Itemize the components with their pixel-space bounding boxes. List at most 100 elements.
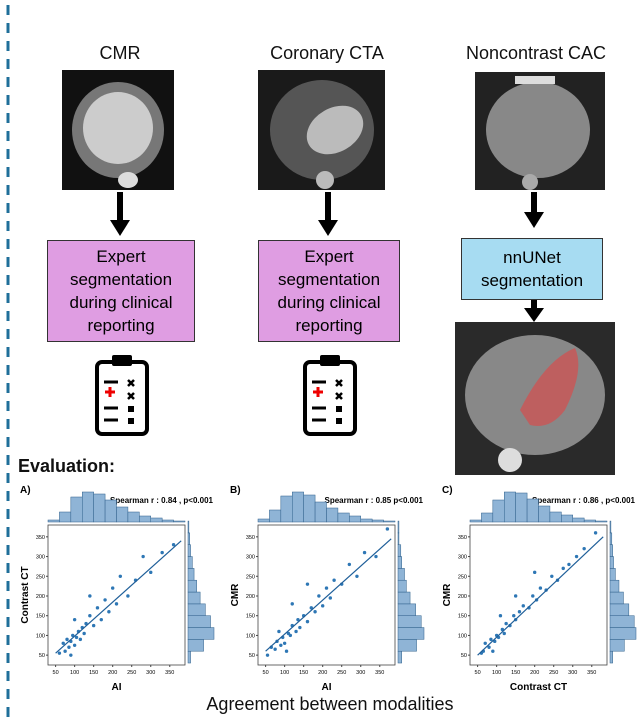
scatter-point <box>294 630 297 633</box>
x-hist-bar <box>117 507 128 522</box>
scatter-point <box>332 579 335 582</box>
y-tick-label: 350 <box>36 535 45 541</box>
x-tick-label: 300 <box>568 670 577 676</box>
x-hist-bar <box>493 500 504 522</box>
y-hist-bar <box>610 651 613 663</box>
scatter-point <box>115 602 118 605</box>
x-axis-label: AI <box>112 682 122 693</box>
scatter-point <box>279 644 282 647</box>
scatter-point <box>100 618 103 621</box>
scatter-point <box>531 594 534 597</box>
y-hist-bar <box>398 521 399 533</box>
y-hist-bar <box>398 639 417 651</box>
x-hist-bar <box>349 516 360 522</box>
scatter-point <box>582 547 585 550</box>
x-tick-label: 50 <box>475 670 481 676</box>
scatter-point <box>512 614 515 617</box>
y-hist-bar <box>188 616 211 628</box>
scatter-point <box>96 606 99 609</box>
scatter-point <box>533 571 536 574</box>
scatter-point <box>73 618 76 621</box>
y-tick-label: 300 <box>36 555 45 561</box>
y-axis-label: CMR <box>230 583 241 607</box>
x-hist-bar <box>48 520 59 522</box>
x-hist-bar <box>584 520 595 522</box>
y-axis-label: Contrast CT <box>20 566 31 623</box>
y-tick-label: 200 <box>36 594 45 600</box>
scatter-point <box>141 555 144 558</box>
y-hist-bar <box>610 533 612 545</box>
x-hist-bar <box>573 518 584 522</box>
scatter-point <box>88 614 91 617</box>
y-tick-label: 100 <box>458 633 467 639</box>
x-hist-bar <box>304 495 315 522</box>
x-tick-label: 300 <box>356 670 365 676</box>
x-tick-label: 350 <box>375 670 384 676</box>
x-tick-label: 50 <box>263 670 269 676</box>
y-hist-bar <box>610 521 611 533</box>
scatter-point <box>107 610 110 613</box>
y-hist-bar <box>188 568 194 580</box>
y-hist-bar <box>610 557 614 569</box>
panel-label: B) <box>230 485 241 496</box>
scatter-point <box>321 604 324 607</box>
x-tick-label: 250 <box>337 670 346 676</box>
y-hist-bar <box>398 568 405 580</box>
y-hist-bar <box>610 545 613 557</box>
scatter-point <box>92 624 95 627</box>
scatter-point <box>514 594 517 597</box>
y-hist-bar <box>398 557 402 569</box>
y-hist-bar <box>610 580 619 592</box>
x-hist-bar <box>596 521 607 522</box>
scatter-point <box>313 610 316 613</box>
x-hist-bar <box>384 521 395 522</box>
y-tick-label: 50 <box>461 653 467 659</box>
scatter-point <box>285 649 288 652</box>
scatter-point <box>594 531 597 534</box>
scatter-point <box>69 653 72 656</box>
scatter-point <box>522 604 525 607</box>
page: CMR Coronary CTA Noncontrast CAC Expert … <box>0 0 643 717</box>
panel-label: C) <box>442 485 453 496</box>
fit-line <box>56 541 182 653</box>
x-hist-bar <box>527 499 538 522</box>
scatter-point <box>88 594 91 597</box>
y-tick-label: 150 <box>36 614 45 620</box>
y-tick-label: 200 <box>246 594 255 600</box>
x-hist-bar <box>174 521 185 522</box>
y-hist-bar <box>188 592 200 604</box>
y-tick-label: 100 <box>246 633 255 639</box>
scatter-point <box>550 575 553 578</box>
stat-label: Spearman r : 0.84 , p<0.001 <box>110 496 213 505</box>
x-tick-label: 100 <box>70 670 79 676</box>
x-tick-label: 150 <box>511 670 520 676</box>
panel-label: A) <box>20 485 31 496</box>
x-tick-label: 50 <box>53 670 59 676</box>
x-hist-bar <box>128 512 139 522</box>
scatter-point <box>329 596 332 599</box>
y-hist-bar <box>188 651 191 663</box>
scatter-point <box>103 598 106 601</box>
x-tick-label: 350 <box>165 670 174 676</box>
scatter-point <box>503 632 506 635</box>
scatter-point <box>348 563 351 566</box>
y-hist-bar <box>188 628 214 640</box>
y-hist-bar <box>398 616 421 628</box>
scatter-point <box>273 648 276 651</box>
scatter-point <box>306 620 309 623</box>
scatter-point <box>289 634 292 637</box>
y-hist-bar <box>610 616 634 628</box>
scatter-point <box>491 649 494 652</box>
y-hist-bar <box>398 533 399 545</box>
y-hist-bar <box>188 639 204 651</box>
x-tick-label: 100 <box>280 670 289 676</box>
y-hist-bar <box>188 557 192 569</box>
x-tick-label: 100 <box>492 670 501 676</box>
scatter-point <box>82 632 85 635</box>
x-hist-bar <box>338 513 349 522</box>
y-hist-bar <box>398 604 416 616</box>
x-hist-bar <box>139 516 150 522</box>
scatter-point <box>317 594 320 597</box>
x-axis-label: AI <box>322 682 332 693</box>
stat-label: Spearman r : 0.85 p<0.001 <box>325 496 424 505</box>
